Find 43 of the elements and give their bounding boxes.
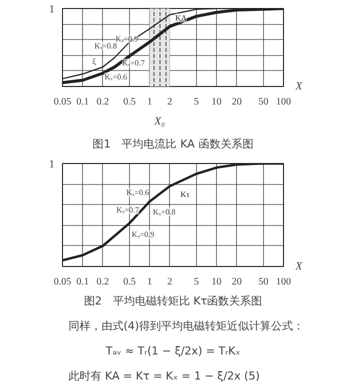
text: 此时有 KA = Kτ = Kₓ = 1 − ξ/2x (5) (68, 370, 260, 382)
text: Tₐᵥ ≈ Tᵣ(1 − ξ/2x) = TᵣKₓ (104, 344, 240, 358)
annotation: Kₓ=0.6 (104, 72, 128, 82)
x-tick-label: 2 (167, 276, 172, 288)
series-label: KA (175, 13, 187, 22)
x-tick-label: 100 (276, 96, 291, 108)
annotation: Kₓ=0.7 (122, 58, 145, 68)
x-tick-label: 50 (258, 96, 268, 108)
band-label: X₀ (153, 116, 166, 128)
annotation: Kₓ=0.8 (152, 207, 176, 216)
annotation: Kₓ=0.6 (126, 188, 149, 197)
x-tick-label: 1 (147, 276, 152, 288)
text: 图2 平均电磁转矩比 Kτ函数关系图 (84, 294, 262, 308)
text: 1 (49, 4, 54, 16)
x-tick-label: 0.1 (76, 96, 89, 108)
x-axis-title: X (294, 80, 304, 92)
annotation: Kₓ=0.9 (132, 230, 154, 240)
x-tick-label: 20 (232, 276, 242, 288)
x-axis-title: X (294, 260, 304, 272)
x-tick-label: 0.5 (123, 276, 136, 288)
x-tick-label: 0.2 (96, 96, 110, 108)
text: 图1 平均电流比 KA 函数关系图 (92, 138, 254, 150)
x-tick-label: 0.05 (54, 96, 72, 108)
annotation: Kₓ=0.8 (94, 41, 117, 50)
text: 同样，由式(4)得到平均电磁转矩近似计算公式： (68, 320, 304, 332)
x-tick-label: 0.05 (54, 276, 72, 288)
x-tick-label: 100 (276, 276, 291, 288)
annotation: ξ (92, 57, 96, 66)
x-tick-label: 0.5 (123, 96, 136, 108)
x-tick-label: 20 (232, 96, 242, 108)
x-tick-label: 2 (167, 96, 172, 108)
x-tick-label: 1 (147, 96, 152, 108)
annotation: Kₓ=0.7 (116, 205, 140, 214)
text: 1 (49, 158, 54, 170)
x-tick-label: 0.1 (76, 276, 89, 288)
x-tick-label: 0.2 (96, 276, 110, 288)
series-label: Kτ (180, 190, 190, 199)
x-tick-label: 5 (194, 276, 199, 288)
x-tick-label: 10 (212, 96, 222, 108)
x-tick-label: 10 (212, 276, 222, 288)
annotation: Kₓ=0.9 (116, 34, 138, 44)
x-tick-label: 50 (258, 276, 268, 288)
x-tick-label: 5 (194, 96, 199, 108)
